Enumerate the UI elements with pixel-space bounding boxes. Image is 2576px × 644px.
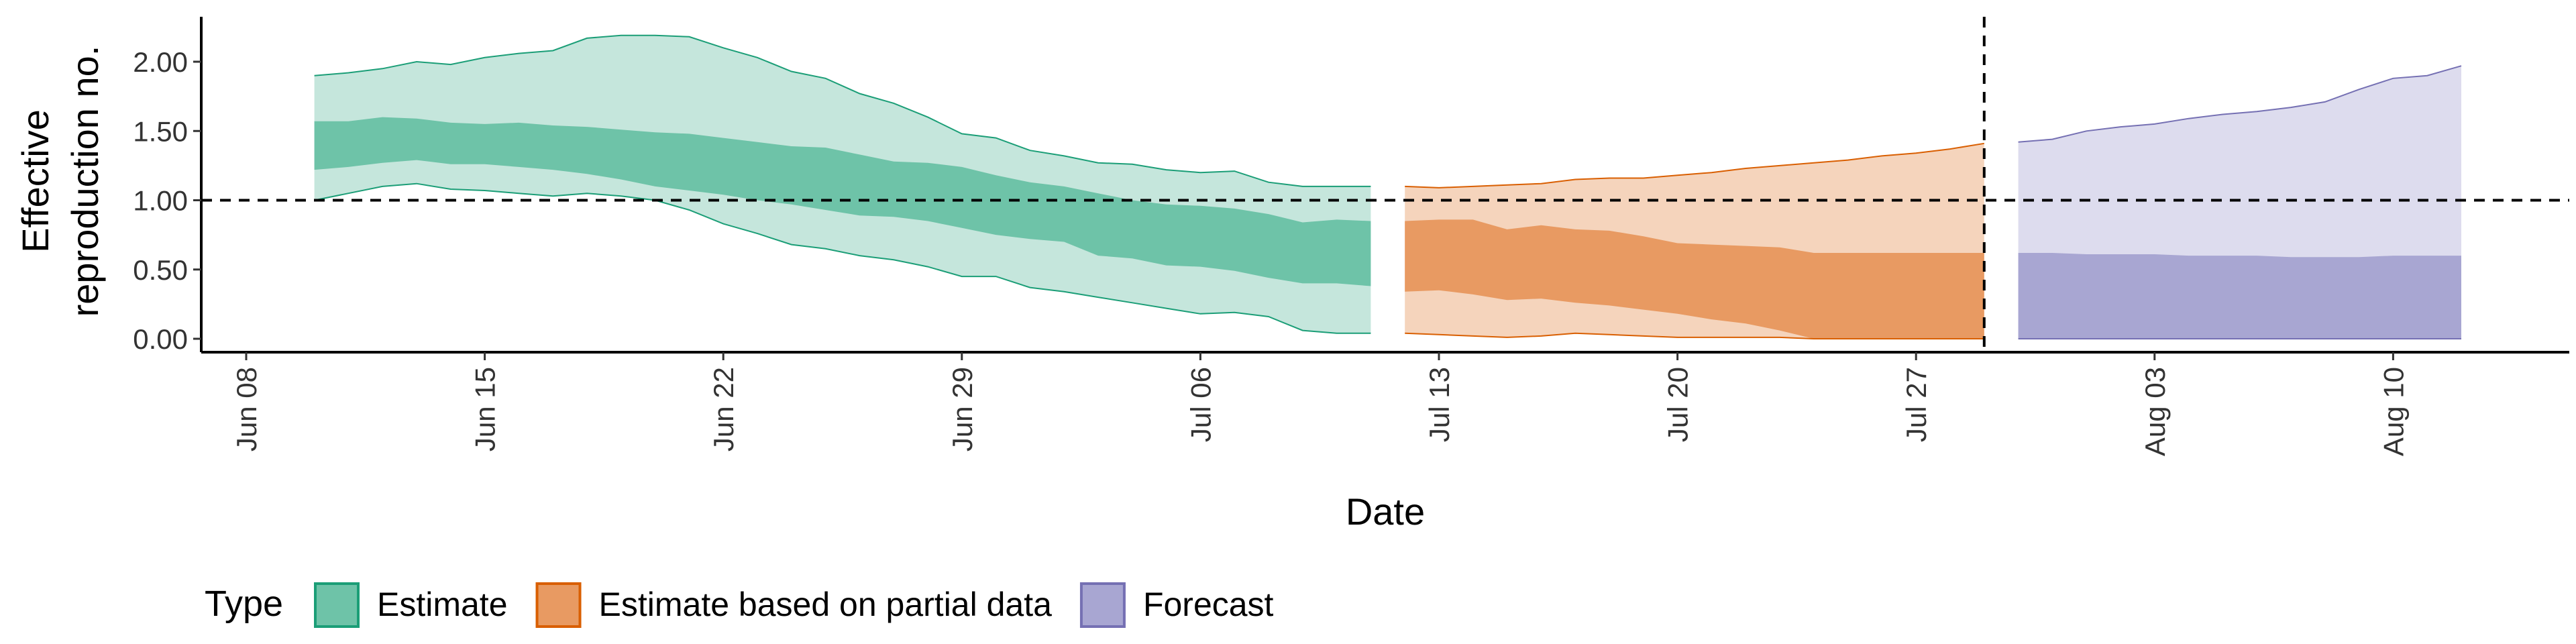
upper-edge-estimate-based-on-partial-data xyxy=(1405,142,1984,189)
x-tick-label: Jun 15 xyxy=(470,367,501,451)
y-tick-label: 1.50 xyxy=(133,115,188,147)
series-estimate xyxy=(314,34,1371,334)
inner-band-forecast xyxy=(2018,253,2461,339)
x-tick-label: Jul 27 xyxy=(1900,367,1932,442)
y-tick-label: 2.00 xyxy=(133,46,188,78)
x-tick-label: Jun 22 xyxy=(708,367,739,451)
inner-band-estimate xyxy=(314,117,1371,286)
y-axis-title-line1: Effective xyxy=(14,109,56,253)
legend-title: Type xyxy=(205,584,283,624)
legend-label: Forecast xyxy=(1143,586,1274,623)
x-tick-label: Aug 10 xyxy=(2377,367,2409,456)
x-tick-label: Jun 08 xyxy=(231,367,262,451)
legend-swatch xyxy=(314,582,360,628)
chart-bands xyxy=(314,34,2462,339)
reference-lines xyxy=(201,17,2569,352)
x-tick-label: Jul 20 xyxy=(1662,367,1694,442)
series-estimate-based-on-partial-data xyxy=(1405,142,1984,339)
axes: 0.00 0.50 1.00 1.50 2.00 Jun 08 Jun 15 Jun 22 Ju… xyxy=(133,17,2569,456)
series-forecast xyxy=(2018,65,2462,339)
inner-band-estimate-based-on-partial-data xyxy=(1405,219,1984,339)
legend-item-forecast: Forecast xyxy=(1079,582,1274,628)
x-tick-label: Jun 29 xyxy=(947,367,978,451)
legend-item-estimate-based-on-partial-data: Estimate based on partial data xyxy=(535,582,1053,628)
x-tick-label: Aug 03 xyxy=(2139,367,2171,456)
x-tick-label: Jul 06 xyxy=(1185,367,1216,442)
legend-item-estimate: Estimate xyxy=(314,582,508,628)
legend-swatch xyxy=(1079,582,1126,628)
upper-edge-forecast xyxy=(2018,65,2462,143)
legend-label: Estimate based on partial data xyxy=(599,586,1053,623)
lower-edge-estimate xyxy=(314,182,1371,334)
x-axis-title: Date xyxy=(1346,490,1425,533)
legend-label: Estimate xyxy=(377,586,508,623)
y-axis-title-line2: reproduction no. xyxy=(64,46,106,317)
legend-swatch xyxy=(535,582,582,628)
y-tick-label: 0.50 xyxy=(133,254,188,286)
y-tick-label: 1.00 xyxy=(133,185,188,217)
upper-edge-estimate xyxy=(314,34,1371,187)
y-tick-label: 0.00 xyxy=(133,323,188,355)
lower-edge-estimate-based-on-partial-data xyxy=(1405,332,1984,339)
x-tick-label: Jul 13 xyxy=(1424,367,1455,442)
legend: Type Estimate Estimate based on partial d… xyxy=(205,582,1274,628)
